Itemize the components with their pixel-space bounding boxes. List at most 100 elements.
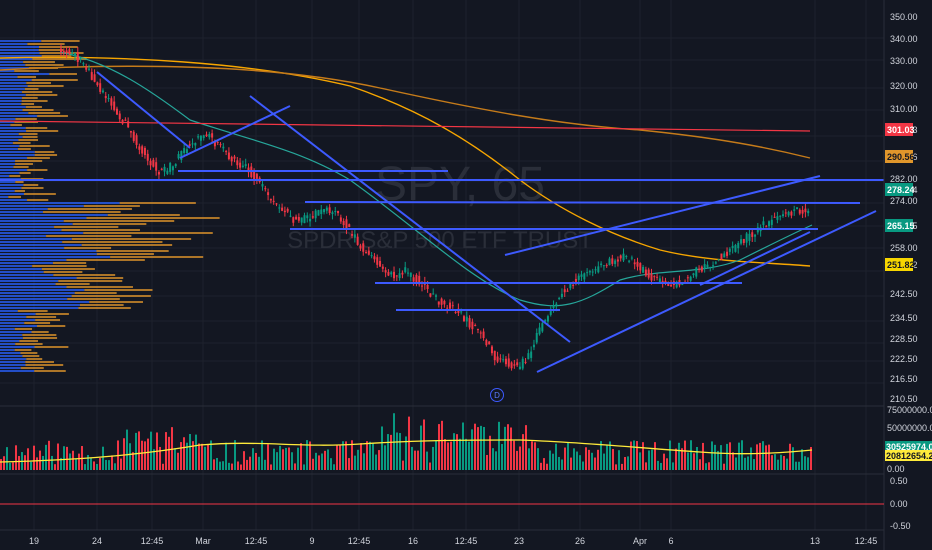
price-axis[interactable]: 350.00 340.00 330.00 320.00 310.00 301.03 290.… bbox=[885, 12, 918, 404]
candle-body bbox=[521, 358, 524, 369]
candle-body bbox=[345, 219, 348, 230]
candle-body bbox=[796, 207, 799, 210]
volume-bar bbox=[282, 449, 284, 470]
candle-body bbox=[415, 274, 418, 283]
volume-bar bbox=[582, 461, 584, 470]
candle-body bbox=[560, 293, 563, 298]
price-label: 301.03 bbox=[887, 125, 915, 135]
vp-bar-blue bbox=[0, 199, 28, 201]
vp-bar-blue bbox=[0, 256, 111, 258]
vp-bar-orange bbox=[54, 226, 119, 228]
volume-bar bbox=[480, 425, 482, 470]
volume-bar bbox=[474, 423, 476, 470]
candle-body bbox=[524, 361, 527, 363]
candle-body bbox=[723, 253, 726, 258]
volume-bar bbox=[348, 458, 350, 470]
candle-body bbox=[96, 82, 99, 86]
vp-bar-blue bbox=[0, 112, 29, 114]
candle-body bbox=[85, 67, 88, 70]
vp-bar-blue bbox=[0, 340, 20, 342]
candle-body bbox=[418, 275, 421, 285]
volume-bar bbox=[381, 426, 383, 470]
volume-bar bbox=[378, 450, 380, 470]
vp-bar-blue bbox=[0, 304, 80, 306]
candle-body bbox=[194, 143, 197, 146]
volume-bar bbox=[456, 434, 458, 470]
volume-bar bbox=[531, 441, 533, 470]
volume-bar bbox=[723, 463, 725, 470]
vp-bar-orange bbox=[32, 265, 87, 267]
time-tick: 12:45 bbox=[141, 536, 164, 546]
event-marker[interactable]: D bbox=[490, 388, 504, 402]
volume-bar bbox=[33, 445, 35, 470]
candle-body bbox=[546, 316, 549, 322]
candle-body bbox=[426, 284, 429, 289]
volume-bar bbox=[261, 440, 263, 470]
volume-bar bbox=[756, 444, 758, 470]
volume-bar bbox=[42, 455, 44, 470]
vp-bar-orange bbox=[39, 52, 84, 54]
volume-bar bbox=[372, 443, 374, 470]
vp-bar-orange bbox=[12, 142, 31, 144]
volume-bar bbox=[186, 442, 188, 470]
time-tick: 24 bbox=[92, 536, 102, 546]
volume-bar bbox=[585, 447, 587, 470]
volume-bar bbox=[795, 461, 797, 470]
volume-bar bbox=[264, 459, 266, 470]
volume-bar bbox=[90, 458, 92, 470]
volume-bar bbox=[150, 431, 152, 470]
volume-bar bbox=[522, 434, 524, 470]
volume-bar bbox=[96, 463, 98, 470]
vp-bar-blue bbox=[0, 73, 50, 75]
volume-bar bbox=[57, 443, 59, 470]
vp-bar-orange bbox=[27, 85, 64, 87]
candle-body bbox=[328, 207, 331, 213]
volume-bar bbox=[636, 441, 638, 470]
candle-body bbox=[731, 245, 734, 249]
vp-bar-blue bbox=[0, 241, 63, 243]
price-label: 265.15 bbox=[887, 221, 915, 231]
volume-tick: 0.00 bbox=[887, 464, 905, 474]
candle-body bbox=[286, 208, 289, 212]
vp-bar-orange bbox=[27, 199, 49, 201]
volume-bar bbox=[87, 454, 89, 470]
candle-body bbox=[485, 339, 488, 346]
volume-bar bbox=[459, 438, 461, 470]
candle-body bbox=[129, 131, 132, 133]
candle-body bbox=[558, 297, 561, 299]
candle-body bbox=[412, 277, 415, 282]
vp-bar-orange bbox=[20, 367, 44, 369]
vp-bar-blue bbox=[0, 235, 47, 237]
vp-bar-orange bbox=[43, 271, 83, 273]
vp-bar-blue bbox=[0, 334, 23, 336]
candle-body bbox=[605, 265, 608, 267]
volume-label-bg bbox=[885, 450, 932, 461]
vp-bar-blue bbox=[0, 319, 36, 321]
volume-bar bbox=[363, 453, 365, 470]
time-axis[interactable]: 19 24 12:45 Mar 12:45 9 12:45 16 12:45 23 26 Apr 6 13… bbox=[29, 536, 877, 546]
vp-bar-blue bbox=[0, 133, 19, 135]
candle-body bbox=[208, 133, 211, 138]
candle-body bbox=[709, 267, 712, 269]
event-circle[interactable] bbox=[490, 388, 504, 402]
candle-body bbox=[507, 358, 510, 367]
vp-bar-blue bbox=[0, 364, 26, 366]
vp-bar-blue bbox=[0, 184, 24, 186]
vp-bar-blue bbox=[0, 355, 23, 357]
volume-bar bbox=[312, 458, 314, 470]
volume-bar bbox=[174, 448, 176, 470]
candle-body bbox=[586, 272, 589, 274]
vp-bar-orange bbox=[15, 343, 43, 345]
candle-body bbox=[163, 166, 166, 172]
resistance-line bbox=[0, 120, 811, 132]
volume-axis[interactable]: 75000000.0050000000.0025000000.000.00305… bbox=[885, 405, 932, 474]
volume-bar bbox=[102, 446, 104, 470]
vp-bar-blue bbox=[0, 97, 22, 99]
candle-body bbox=[76, 52, 79, 62]
trendlines[interactable] bbox=[0, 71, 884, 373]
volume-bar bbox=[594, 457, 596, 470]
trendline bbox=[504, 175, 821, 256]
volume-bar bbox=[561, 459, 563, 470]
oscillator-axis[interactable]: 0.50 0.00 -0.50 bbox=[890, 476, 911, 531]
